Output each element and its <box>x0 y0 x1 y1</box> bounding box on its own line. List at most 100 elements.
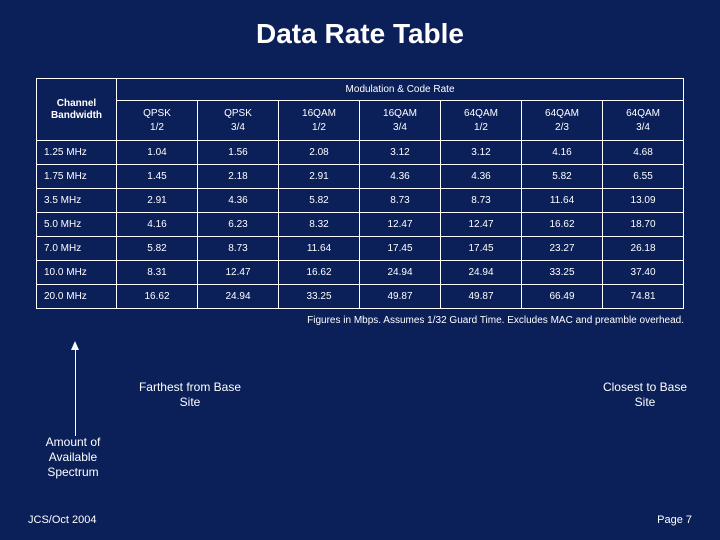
cell: 24.94 <box>360 261 441 285</box>
footnote: Figures in Mbps. Assumes 1/32 Guard Time… <box>36 315 684 326</box>
col-l2: 1/2 <box>312 122 326 133</box>
row-label: 5.0 MHz <box>37 213 117 237</box>
col-l1: 64QAM <box>545 108 579 119</box>
modulation-header: Modulation & Code Rate <box>117 79 684 101</box>
cell: 37.40 <box>603 261 684 285</box>
col-header: QPSK 3/4 <box>198 101 279 141</box>
cell: 1.04 <box>117 141 198 165</box>
table-row: 20.0 MHz 16.62 24.94 33.25 49.87 49.87 6… <box>37 285 684 309</box>
arrow-icon <box>75 341 76 436</box>
cell: 16.62 <box>522 213 603 237</box>
cell: 4.16 <box>522 141 603 165</box>
cell: 11.64 <box>522 189 603 213</box>
cell: 16.62 <box>117 285 198 309</box>
spectrum-annotation: Amount of Available Spectrum <box>28 435 118 480</box>
col-l1: 16QAM <box>383 108 417 119</box>
cell: 26.18 <box>603 237 684 261</box>
cell: 24.94 <box>441 261 522 285</box>
cell: 49.87 <box>360 285 441 309</box>
col-header: 16QAM 3/4 <box>360 101 441 141</box>
col-l1: 64QAM <box>626 108 660 119</box>
table-row: 7.0 MHz 5.82 8.73 11.64 17.45 17.45 23.2… <box>37 237 684 261</box>
cell: 5.82 <box>279 189 360 213</box>
cell: 74.81 <box>603 285 684 309</box>
cell: 33.25 <box>522 261 603 285</box>
table-row: 10.0 MHz 8.31 12.47 16.62 24.94 24.94 33… <box>37 261 684 285</box>
cell: 24.94 <box>198 285 279 309</box>
table-subheader-row: QPSK 1/2 QPSK 3/4 16QAM 1/2 16QAM 3/4 64QAM 1… <box>37 101 684 141</box>
cell: 2.91 <box>279 165 360 189</box>
page-title: Data Rate Table <box>0 0 720 78</box>
cell: 11.64 <box>279 237 360 261</box>
table-header-row: Channel Bandwidth Modulation & Code Rate <box>37 79 684 101</box>
cell: 49.87 <box>441 285 522 309</box>
cell: 16.62 <box>279 261 360 285</box>
cell: 8.32 <box>279 213 360 237</box>
row-label: 7.0 MHz <box>37 237 117 261</box>
cell: 3.12 <box>441 141 522 165</box>
cell: 2.18 <box>198 165 279 189</box>
col-l2: 3/4 <box>636 122 650 133</box>
cell: 18.70 <box>603 213 684 237</box>
cell: 3.12 <box>360 141 441 165</box>
corner-header: Channel Bandwidth <box>37 79 117 141</box>
cell: 5.82 <box>117 237 198 261</box>
cell: 8.73 <box>360 189 441 213</box>
col-header: 16QAM 1/2 <box>279 101 360 141</box>
cell: 2.08 <box>279 141 360 165</box>
cell: 5.82 <box>522 165 603 189</box>
cell: 4.68 <box>603 141 684 165</box>
col-l1: 64QAM <box>464 108 498 119</box>
cell: 6.55 <box>603 165 684 189</box>
table-row: 5.0 MHz 4.16 6.23 8.32 12.47 12.47 16.62… <box>37 213 684 237</box>
data-rate-table: Channel Bandwidth Modulation & Code Rate… <box>36 78 684 309</box>
cell: 13.09 <box>603 189 684 213</box>
cell: 2.91 <box>117 189 198 213</box>
table-row: 1.25 MHz 1.04 1.56 2.08 3.12 3.12 4.16 4… <box>37 141 684 165</box>
table-row: 3.5 MHz 2.91 4.36 5.82 8.73 8.73 11.64 1… <box>37 189 684 213</box>
row-label: 1.75 MHz <box>37 165 117 189</box>
col-l2: 1/2 <box>474 122 488 133</box>
closest-annotation: Closest to Base Site <box>600 380 690 410</box>
cell: 33.25 <box>279 285 360 309</box>
row-label: 1.25 MHz <box>37 141 117 165</box>
col-l2: 1/2 <box>150 122 164 133</box>
cell: 8.31 <box>117 261 198 285</box>
col-l1: 16QAM <box>302 108 336 119</box>
cell: 17.45 <box>360 237 441 261</box>
data-rate-table-container: Channel Bandwidth Modulation & Code Rate… <box>36 78 684 309</box>
corner-l1: Channel <box>57 98 96 109</box>
cell: 4.36 <box>441 165 522 189</box>
cell: 12.47 <box>441 213 522 237</box>
col-header: 64QAM 3/4 <box>603 101 684 141</box>
cell: 4.36 <box>360 165 441 189</box>
cell: 1.56 <box>198 141 279 165</box>
row-label: 3.5 MHz <box>37 189 117 213</box>
farthest-annotation: Farthest from Base Site <box>135 380 245 410</box>
col-header: 64QAM 1/2 <box>441 101 522 141</box>
row-label: 10.0 MHz <box>37 261 117 285</box>
cell: 17.45 <box>441 237 522 261</box>
corner-l2: Bandwidth <box>51 110 102 121</box>
cell: 12.47 <box>360 213 441 237</box>
cell: 8.73 <box>441 189 522 213</box>
row-label: 20.0 MHz <box>37 285 117 309</box>
footer-left: JCS/Oct 2004 <box>28 514 96 526</box>
cell: 8.73 <box>198 237 279 261</box>
col-l1: QPSK <box>224 108 252 119</box>
col-l1: QPSK <box>143 108 171 119</box>
cell: 1.45 <box>117 165 198 189</box>
table-row: 1.75 MHz 1.45 2.18 2.91 4.36 4.36 5.82 6… <box>37 165 684 189</box>
col-l2: 2/3 <box>555 122 569 133</box>
cell: 4.16 <box>117 213 198 237</box>
col-l2: 3/4 <box>393 122 407 133</box>
col-header: QPSK 1/2 <box>117 101 198 141</box>
cell: 23.27 <box>522 237 603 261</box>
footer-right: Page 7 <box>657 514 692 526</box>
cell: 66.49 <box>522 285 603 309</box>
col-l2: 3/4 <box>231 122 245 133</box>
col-header: 64QAM 2/3 <box>522 101 603 141</box>
cell: 12.47 <box>198 261 279 285</box>
cell: 6.23 <box>198 213 279 237</box>
cell: 4.36 <box>198 189 279 213</box>
